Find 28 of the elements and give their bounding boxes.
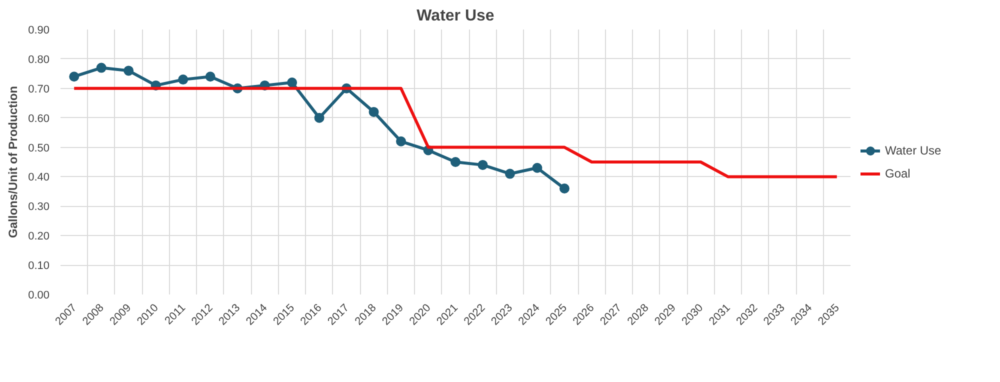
- y-tick-label: 0.40: [28, 172, 50, 184]
- y-tick-label: 0.60: [28, 112, 50, 125]
- legend-label: Goal: [885, 166, 910, 180]
- chart-title: Water Use: [416, 8, 494, 24]
- point: [504, 168, 515, 179]
- y-tick-label: 0.00: [28, 290, 50, 302]
- point: [96, 62, 106, 73]
- point: [205, 72, 216, 82]
- point: [314, 112, 324, 123]
- point: [478, 160, 488, 170]
- point: [69, 72, 80, 82]
- y-tick-label: 0.50: [28, 142, 50, 154]
- point: [287, 78, 298, 88]
- y-tick-label: 0.80: [28, 54, 50, 66]
- point: [450, 157, 460, 167]
- point: [368, 106, 379, 117]
- y-axis-title: Gallons/Unit of Production: [6, 86, 20, 238]
- point: [178, 74, 188, 85]
- point: [396, 136, 406, 146]
- y-tick-label: 0.30: [28, 201, 50, 214]
- legend-label: Water Use: [885, 143, 942, 157]
- point: [532, 162, 542, 173]
- y-tick-label: 0.90: [28, 24, 50, 36]
- point: [559, 184, 570, 194]
- y-tick-label: 0.70: [28, 83, 50, 96]
- y-tick-label: 0.20: [28, 230, 50, 243]
- y-tick-label: 0.10: [28, 260, 50, 272]
- point: [124, 66, 134, 76]
